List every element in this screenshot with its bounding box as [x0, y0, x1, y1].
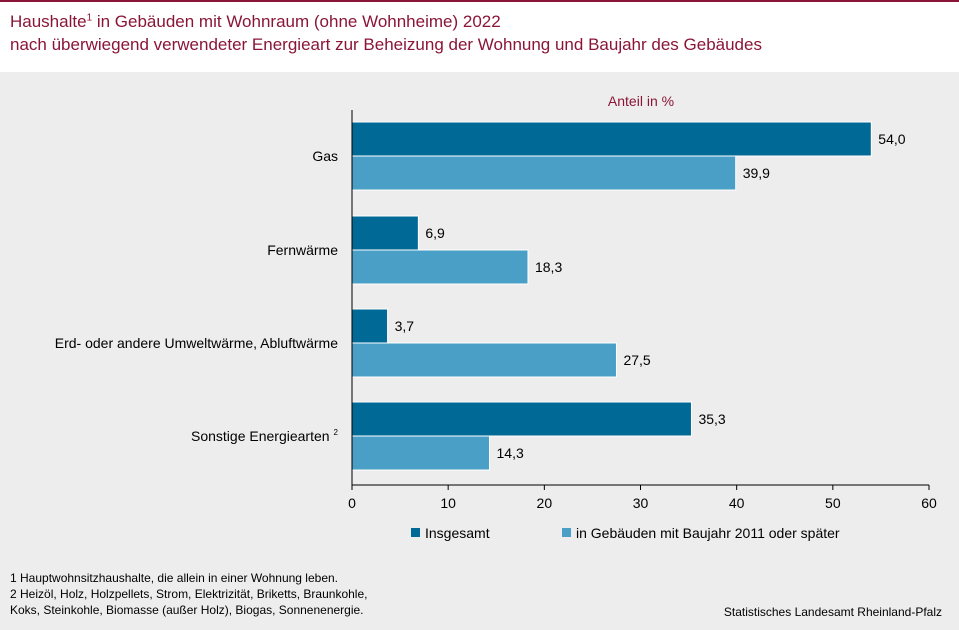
footnote-1: 1 Hauptwohnsitzhaushalte, die allein in …	[10, 571, 339, 585]
data-label-2-2: 18,3	[535, 259, 562, 275]
bar-1-3	[351, 308, 389, 344]
unit-label: Anteil in %	[608, 93, 674, 109]
source-credit: Statistisches Landesamt Rheinland-Pfalz	[723, 605, 942, 619]
category-label-2: Fernwärme	[267, 242, 338, 258]
chart-title: Haushalte1 in Gebäuden mit Wohnraum (ohn…	[10, 12, 501, 32]
title-area: Haushalte1 in Gebäuden mit Wohnraum (ohn…	[0, 2, 959, 72]
bar-2-2	[351, 249, 529, 285]
x-tick-label-4: 30	[633, 495, 649, 511]
chart-subtitle: nach überwiegend verwendeter Energieart …	[10, 35, 762, 54]
x-tick-label-1: 0	[348, 495, 356, 511]
data-label-1-4: 35,3	[698, 411, 725, 427]
data-label-1-2: 6,9	[425, 225, 445, 241]
bar-1-1	[351, 121, 872, 157]
footnote-2-continued: Koks, Steinkohle, Biomasse (außer Holz),…	[10, 603, 364, 617]
x-tick-label-7: 60	[921, 495, 937, 511]
bar-1-2	[351, 215, 419, 251]
footnote-2: 2 Heizöl, Holz, Holzpellets, Strom, Elek…	[10, 587, 368, 601]
title-prefix: Haushalte	[10, 12, 87, 31]
title-footnote-mark: 1	[86, 12, 93, 24]
x-tick-label-6: 50	[825, 495, 841, 511]
category-label-1: Gas	[312, 148, 338, 164]
data-label-2-3: 27,5	[623, 352, 650, 368]
x-tick-label-5: 40	[729, 495, 745, 511]
title-rest: in Gebäuden mit Wohnraum (ohne Wohnheime…	[92, 12, 501, 31]
legend-swatch-1	[411, 528, 420, 537]
bar-2-1	[351, 155, 737, 191]
data-label-2-4: 14,3	[497, 445, 524, 461]
bar-2-4	[351, 435, 491, 471]
legend-swatch-2	[562, 528, 571, 537]
x-tick-label-3: 20	[537, 495, 553, 511]
category-label-4: Sonstige Energiearten 2	[191, 428, 339, 444]
legend-label-2: in Gebäuden mit Baujahr 2011 oder später	[576, 525, 840, 541]
x-tick-label-2: 10	[440, 495, 456, 511]
data-label-1-3: 3,7	[395, 318, 415, 334]
data-label-1-1: 54,0	[878, 131, 905, 147]
bar-1-4	[351, 401, 692, 437]
bar-2-3	[351, 342, 617, 378]
data-label-2-1: 39,9	[743, 165, 770, 181]
top-rule	[0, 0, 959, 2]
category-label-3: Erd- oder andere Umweltwärme, Abluftwärm…	[55, 335, 338, 351]
legend-label-1: Insgesamt	[425, 525, 490, 541]
